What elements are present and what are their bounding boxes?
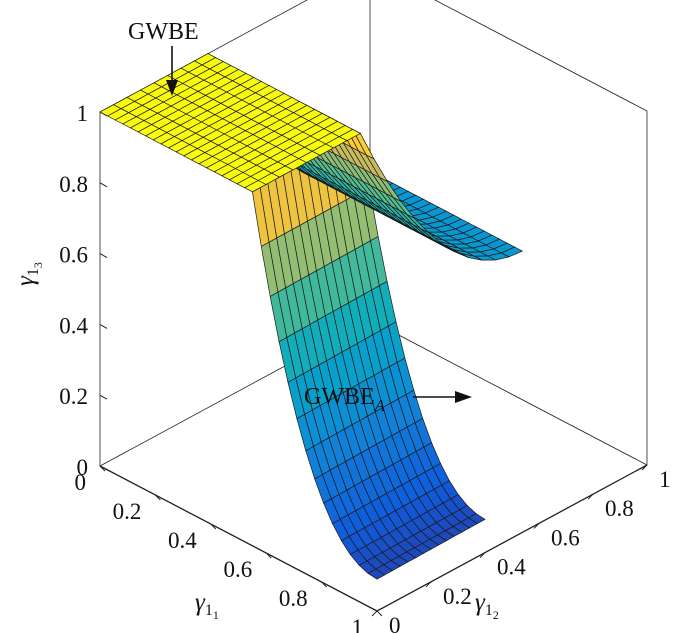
x-tick-label: 0.6: [223, 557, 252, 582]
frame-edge: [369, 319, 648, 466]
y-tick-mark: [425, 581, 432, 588]
x-tick-mark: [321, 581, 327, 588]
z-tick-mark: [99, 394, 108, 400]
y-tick-mark: [479, 552, 486, 558]
x-tick-mark: [376, 610, 383, 617]
axis-ticks: 0 0.2 0.4 0.6 0.8 1 0 0.2 0.4 0.6 0.8 1 0 0.2 0.4 0.6 0.…: [59, 101, 670, 633]
surface-gwbe: [99, 52, 524, 261]
frame-edge: [99, 465, 378, 612]
z-tick-mark: [99, 323, 108, 329]
z-tick-label: 0.2: [59, 384, 88, 409]
y-tick-mark: [587, 493, 594, 500]
y-tick-mark: [533, 523, 540, 529]
y-tick-label: 0: [389, 613, 401, 633]
z-tick-mark: [99, 182, 108, 188]
y-tick-label: 0.2: [443, 584, 472, 609]
x-tick-label: 0: [75, 470, 87, 495]
y-tick-label: 1: [659, 467, 671, 492]
y-tick-mark: [641, 464, 648, 471]
annotation-gwbe-a-arrowhead: [455, 391, 472, 403]
y-tick-mark: [371, 610, 378, 617]
annotation-gwbe-a: GWBEA: [304, 384, 386, 415]
gwbe-a-patch: [367, 568, 386, 580]
y-tick-label: 0.4: [497, 555, 526, 580]
frame-edge: [434, 0, 648, 112]
y-tick-label: 0.6: [551, 525, 580, 550]
annotation-gwbe-arrowhead: [166, 80, 178, 96]
z-tick-label: 0: [77, 455, 89, 480]
y-axis-label: γ12: [475, 589, 499, 622]
svg-text:γ13: γ13: [12, 262, 45, 286]
x-tick-label: 0.2: [113, 499, 142, 524]
x-tick-mark: [265, 552, 272, 559]
z-tick-label: 1: [77, 101, 89, 126]
surface-gwbe-a: [252, 132, 486, 580]
z-tick-label: 0.4: [59, 313, 88, 338]
x-tick-mark: [155, 494, 161, 501]
x-axis-label: γ11: [195, 589, 219, 622]
x-tick-label: 0.4: [168, 528, 197, 553]
z-axis-label: γ13: [12, 262, 45, 286]
x-tick-mark: [99, 465, 106, 472]
frame-edge: [376, 464, 648, 612]
y-tick-label: 0.8: [605, 496, 634, 521]
z-tick-mark: [99, 253, 108, 259]
gwbe-patch: [243, 180, 267, 193]
z-tick-label: 0.6: [59, 243, 88, 268]
x-tick-label: 1: [352, 615, 364, 633]
z-tick-mark: [99, 111, 108, 117]
z-tick-label: 0.8: [59, 172, 88, 197]
x-tick-label: 0.8: [279, 586, 308, 611]
x-tick-mark: [210, 523, 217, 530]
annotation-gwbe: GWBE: [128, 19, 199, 45]
